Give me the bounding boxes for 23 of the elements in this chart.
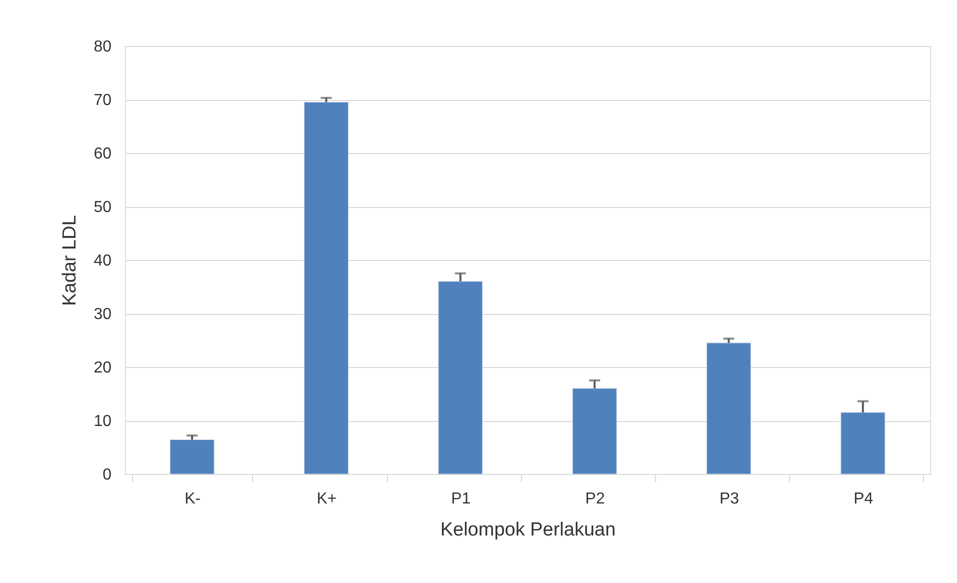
y-tick-label: 60 — [94, 146, 112, 162]
bar — [304, 102, 349, 474]
bar — [840, 412, 886, 474]
y-tick-label: 0 — [102, 466, 112, 484]
bar — [706, 342, 752, 474]
x-tick-label: P3 — [719, 490, 740, 508]
x-tick-label: P1 — [451, 490, 471, 508]
x-tick-label: K- — [184, 490, 201, 508]
bar — [170, 439, 214, 474]
bar — [572, 388, 617, 474]
y-tick-label: 50 — [94, 199, 112, 216]
y-tick-label: 20 — [94, 360, 112, 376]
x-axis-title: Kelompok Perlakuan — [440, 520, 616, 540]
bar — [438, 281, 483, 474]
y-tick-label: 80 — [94, 38, 112, 56]
y-tick-label: 40 — [94, 252, 112, 270]
y-tick-label: 70 — [94, 92, 112, 109]
y-tick-label: 10 — [94, 413, 112, 430]
x-tick-label: K+ — [316, 490, 337, 508]
x-tick-label: P2 — [585, 490, 605, 508]
y-tick-label: 30 — [94, 306, 112, 323]
y-axis-title: Kadar LDL — [60, 215, 81, 306]
x-tick-label: P4 — [854, 490, 874, 508]
